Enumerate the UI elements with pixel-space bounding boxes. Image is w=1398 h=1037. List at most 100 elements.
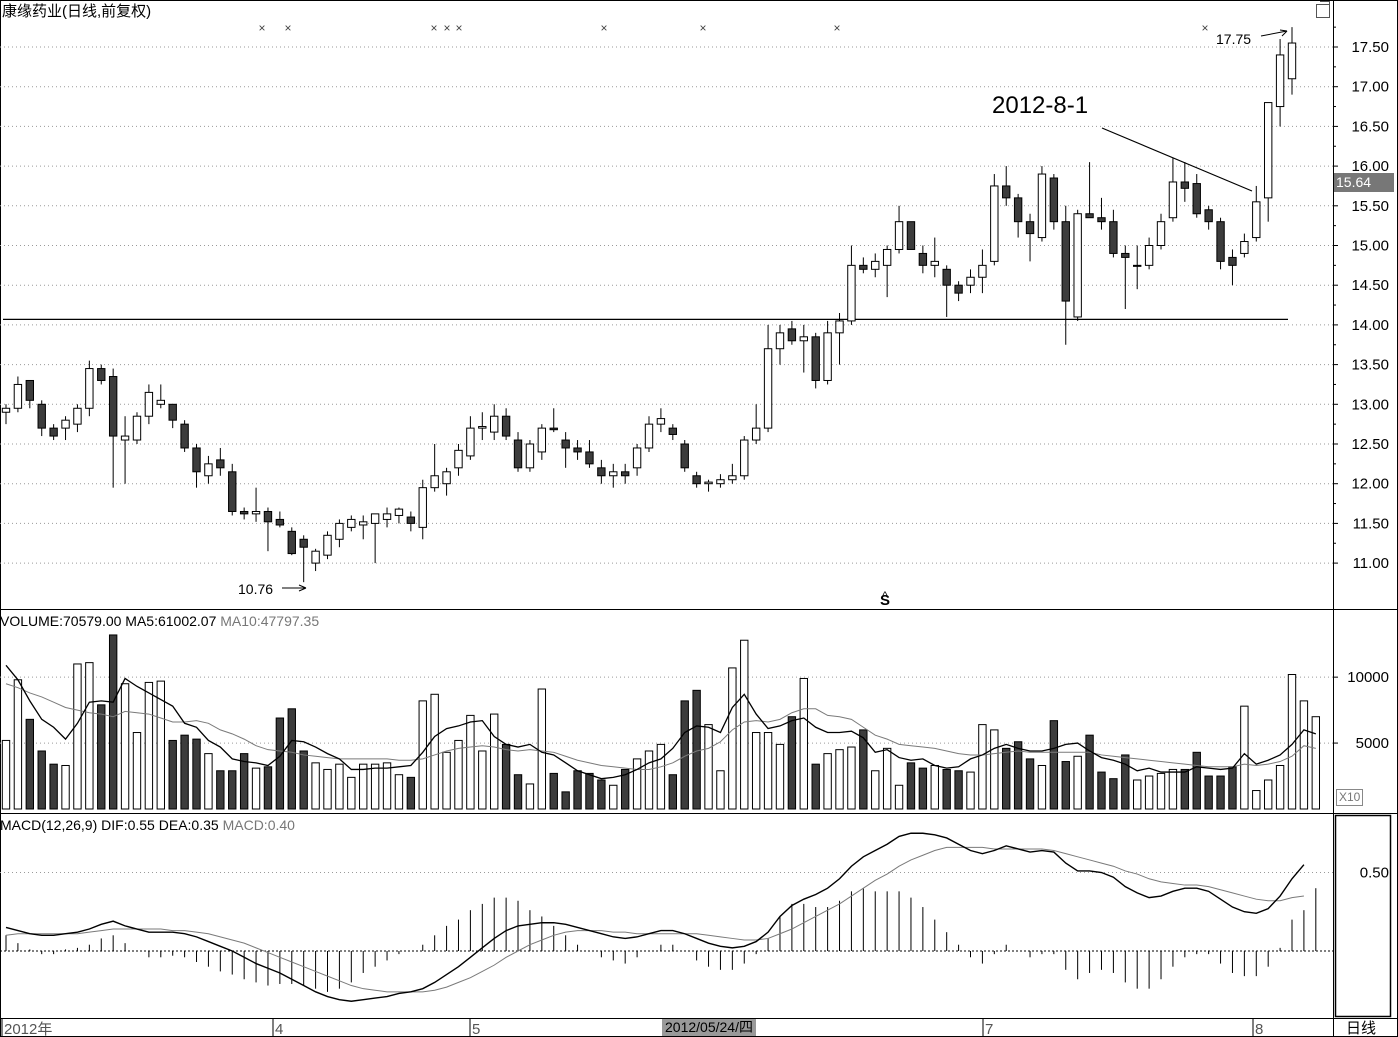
volume-bar-up — [466, 714, 475, 810]
volume-bar-up — [132, 732, 142, 810]
date-annotation-line — [1101, 127, 1253, 192]
candle-up — [835, 320, 844, 334]
volume-bar-up — [704, 724, 713, 810]
volume-bar-up — [740, 639, 749, 810]
volume-bar-down — [216, 770, 225, 810]
candle-up — [632, 447, 642, 469]
event-marker-icon: × — [258, 21, 265, 35]
candle-down — [1085, 213, 1094, 219]
volume-ma10-value: MA10:47797.35 — [220, 613, 320, 629]
volume-bar-up — [871, 770, 880, 810]
price-tick-label: 14.50 — [1351, 277, 1389, 294]
volume-bar-up — [144, 681, 154, 810]
volume-bar-down — [1228, 766, 1237, 810]
volume-bar-up — [894, 784, 904, 810]
candle-up — [978, 264, 987, 278]
volume-bar-down — [942, 768, 951, 810]
candle-up — [1252, 201, 1261, 239]
candle-up — [716, 479, 725, 485]
candle-down — [692, 475, 701, 485]
volume-bar-down — [1085, 734, 1094, 810]
price-tick-label: 14.00 — [1351, 317, 1389, 334]
volume-bar-up — [1275, 764, 1285, 810]
candle-up — [156, 399, 165, 405]
candle-down — [787, 328, 797, 342]
volume-bar-up — [1, 739, 11, 810]
candle-up — [204, 463, 213, 477]
candle-down — [37, 403, 46, 429]
volume-bar-down — [859, 729, 868, 810]
candle-up — [799, 336, 808, 342]
time-axis-label: 7 — [985, 1021, 993, 1037]
volume-bar-up — [442, 751, 451, 810]
volume-bar-down — [787, 716, 797, 810]
candlestick-series[interactable] — [1, 27, 1297, 583]
candle-up — [430, 475, 439, 489]
volume-series[interactable] — [0, 634, 1333, 810]
candle-down — [406, 516, 416, 524]
candle-down — [1097, 217, 1106, 223]
candle-down — [275, 518, 285, 526]
candle-down — [942, 268, 951, 286]
macd-dea-value: DEA:0.35 — [158, 817, 219, 833]
candle-down — [108, 376, 118, 437]
price-grid — [0, 46, 1333, 564]
macd-histogram-value: MACD:0.40 — [222, 817, 295, 833]
volume-bar-up — [799, 677, 808, 810]
restore-window-icon[interactable] — [1316, 1, 1330, 18]
volume-bar-down — [1192, 751, 1201, 810]
candle-up — [442, 471, 451, 485]
volume-bar-up — [1252, 790, 1261, 810]
macd-dif-line — [5, 832, 1305, 1002]
event-marker-icon: × — [833, 21, 840, 35]
volume-bar-up — [882, 747, 892, 810]
candle-up — [1263, 102, 1273, 199]
candle-up — [382, 513, 392, 520]
date-cursor-label: 2012/05/24/四 — [662, 1019, 756, 1036]
volume-bar-up — [644, 750, 654, 810]
low-price-label: 10.76 — [238, 581, 273, 597]
volume-bar-down — [406, 776, 416, 810]
candle-up — [1, 407, 11, 413]
volume-bar-down — [513, 774, 523, 810]
volume-bar-up — [394, 774, 404, 810]
volume-bar-up — [823, 753, 832, 810]
period-selector[interactable]: 日线 — [1346, 1020, 1377, 1037]
macd-series[interactable] — [0, 832, 1333, 1002]
volume-bar-up — [728, 667, 737, 810]
volume-unit-label[interactable]: X10 — [1336, 789, 1364, 806]
candle-down — [620, 471, 630, 477]
price-tick-label: 15.50 — [1351, 198, 1389, 215]
candle-up — [775, 332, 785, 350]
candle-up — [1240, 241, 1249, 254]
volume-bar-down — [1121, 754, 1130, 810]
candle-down — [1002, 185, 1011, 199]
candle-down — [680, 443, 689, 469]
event-marker-icon: × — [430, 21, 437, 35]
candle-down — [954, 284, 963, 294]
volume-bar-up — [1299, 700, 1309, 810]
volume-bar-down — [97, 704, 106, 810]
candle-down — [239, 510, 249, 515]
candle-up — [454, 449, 463, 469]
volume-bar-up — [1156, 772, 1166, 810]
volume-bar-down — [906, 762, 916, 810]
volume-bar-up — [1311, 716, 1321, 810]
candle-down — [1192, 183, 1201, 215]
volume-bar-up — [61, 764, 70, 810]
volume-bar-up — [537, 688, 547, 810]
candle-down — [192, 447, 201, 473]
price-tick-label: 17.00 — [1351, 79, 1389, 96]
volume-bar-up — [1263, 779, 1273, 810]
volume-bar-up — [990, 729, 999, 810]
event-markers[interactable]: × × × × × × × × × — [258, 21, 1208, 35]
volume-bar-up — [478, 750, 487, 810]
candle-up — [1144, 245, 1154, 266]
candle-down — [859, 264, 868, 270]
candle-up — [740, 439, 749, 477]
volume-bar-up — [251, 767, 261, 810]
volume-bar-down — [180, 734, 189, 810]
macd-params: MACD(12,26,9) — [0, 817, 98, 833]
volume-bar-up — [751, 732, 761, 810]
